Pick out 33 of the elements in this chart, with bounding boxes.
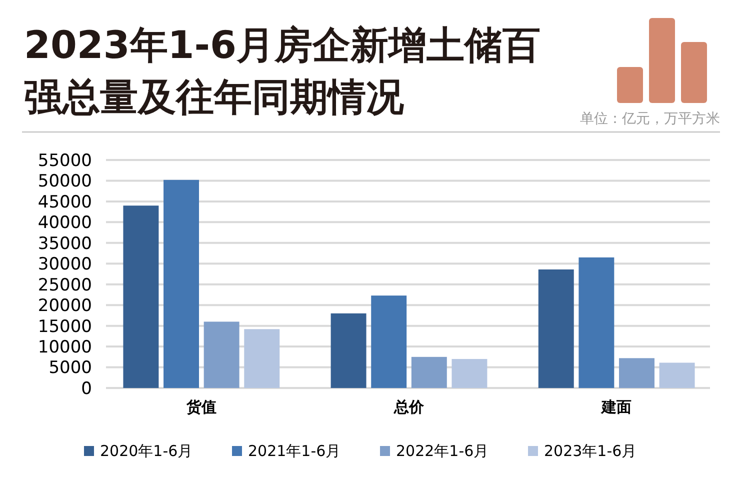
bar [411,356,447,388]
x-tick-label: 总价 [393,398,425,416]
legend-label: 2021年1-6月 [248,442,341,460]
y-tick-label: 40000 [38,213,92,234]
chart-title: 2023年1-6月房企新增土储百强总量及往年同期情况 [24,23,540,119]
y-tick-label: 35000 [38,234,92,254]
bar [452,358,488,388]
y-tick-label: 55000 [38,150,92,171]
bar [538,269,574,388]
legend-label: 2023年1-6月 [544,442,637,460]
bar [244,329,280,388]
y-tick-label: 15000 [38,316,92,337]
y-tick-label: 20000 [38,296,92,316]
legend-label: 2022年1-6月 [396,442,489,460]
y-tick-label: 30000 [38,254,92,275]
bar [123,206,159,388]
bar [330,313,366,388]
bar [164,180,199,388]
bar [659,362,695,388]
y-tick-label: 5000 [48,358,92,378]
x-tick-label: 货值 [185,398,216,416]
bar [578,257,614,388]
legend-label: 2020年1-6月 [100,442,193,460]
y-tick-label: 45000 [38,192,92,212]
y-tick-label: 10000 [38,337,92,358]
bar [619,358,654,388]
y-tick-label: 0 [81,378,92,399]
x-tick-label: 建面 [600,398,632,416]
bar [371,296,407,388]
chart-subtitle: 单位：亿元，万平方米 [580,111,720,127]
y-tick-label: 50000 [38,172,92,192]
y-tick-label: 25000 [38,275,92,296]
bar [204,322,240,388]
